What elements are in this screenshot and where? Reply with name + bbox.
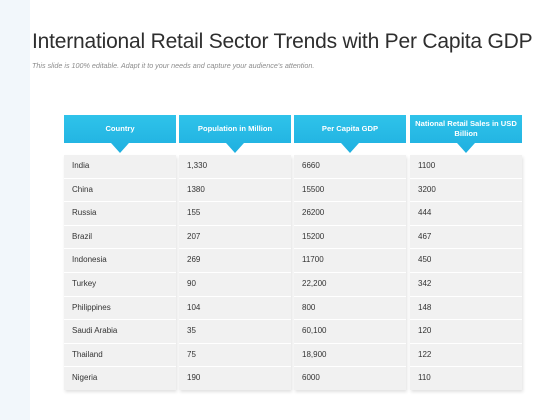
table-cell: 11700 — [294, 249, 406, 273]
table-cell: 18,900 — [294, 344, 406, 368]
table-cell: 269 — [179, 249, 291, 273]
table-cell: 207 — [179, 226, 291, 250]
table-cell: Saudi Arabia — [64, 320, 176, 344]
page-subtitle: This slide is 100% editable. Adapt it to… — [32, 61, 315, 70]
table-cell: India — [64, 155, 176, 179]
column-body: India China Russia Brazil Indonesia Turk… — [64, 155, 176, 390]
column-header: National Retail Sales in USD Billion — [410, 115, 522, 153]
table-cell: Brazil — [64, 226, 176, 250]
table-cell: 60,100 — [294, 320, 406, 344]
table-cell: 120 — [410, 320, 522, 344]
table-cell: Russia — [64, 202, 176, 226]
table-cell: 148 — [410, 297, 522, 321]
table-cell: 26200 — [294, 202, 406, 226]
table-cell: China — [64, 179, 176, 203]
table-cell: 3200 — [410, 179, 522, 203]
table-cell: 122 — [410, 344, 522, 368]
table-cell: 1100 — [410, 155, 522, 179]
column-country: Country India China Russia Brazil Indone… — [64, 115, 176, 390]
table-cell: 35 — [179, 320, 291, 344]
column-body: 1,330 1380 155 207 269 90 104 35 75 190 — [179, 155, 291, 390]
column-header-label: National Retail Sales in USD Billion — [415, 119, 517, 138]
column-population: Population in Million 1,330 1380 155 207… — [179, 115, 291, 390]
table-cell: 190 — [187, 373, 201, 383]
page-title: International Retail Sector Trends with … — [32, 30, 533, 53]
column-header-label: Per Capita GDP — [321, 124, 379, 133]
table-cell: 6660 — [294, 155, 406, 179]
table-cell: 15500 — [294, 179, 406, 203]
table-cell: 110 — [418, 373, 431, 383]
column-body: 1100 3200 444 467 450 342 148 120 122 11… — [410, 155, 522, 390]
table-cell: 15200 — [294, 226, 406, 250]
column-retail-sales: National Retail Sales in USD Billion 110… — [410, 115, 522, 390]
column-header-label: Population in Million — [197, 124, 273, 133]
table-cell: 6000 — [302, 373, 320, 383]
table-cell: 444 — [410, 202, 522, 226]
table-cell: Philippines — [64, 297, 176, 321]
table-cell: 1,330 — [179, 155, 291, 179]
column-header-label: Country — [105, 124, 135, 133]
left-accent-strip — [0, 0, 30, 420]
table-cell: 800 — [294, 297, 406, 321]
table-cell: 22,200 — [294, 273, 406, 297]
table-cell: 450 — [410, 249, 522, 273]
table-cell: 467 — [410, 226, 522, 250]
table-cell: Indonesia — [64, 249, 176, 273]
table-cell: Thailand — [64, 344, 176, 368]
table-cell: 75 — [179, 344, 291, 368]
table-cell: Turkey — [64, 273, 176, 297]
table-cell: 104 — [179, 297, 291, 321]
column-per-capita-gdp: Per Capita GDP 6660 15500 26200 15200 11… — [294, 115, 406, 390]
column-header: Per Capita GDP — [294, 115, 406, 153]
column-body: 6660 15500 26200 15200 11700 22,200 800 … — [294, 155, 406, 390]
column-header: Country — [64, 115, 176, 153]
table-cell: 1380 — [179, 179, 291, 203]
table-cell: 90 — [179, 273, 291, 297]
table-cell: 155 — [179, 202, 291, 226]
column-header: Population in Million — [179, 115, 291, 153]
table-cell: Nigeria — [72, 373, 98, 383]
table-cell: 342 — [410, 273, 522, 297]
